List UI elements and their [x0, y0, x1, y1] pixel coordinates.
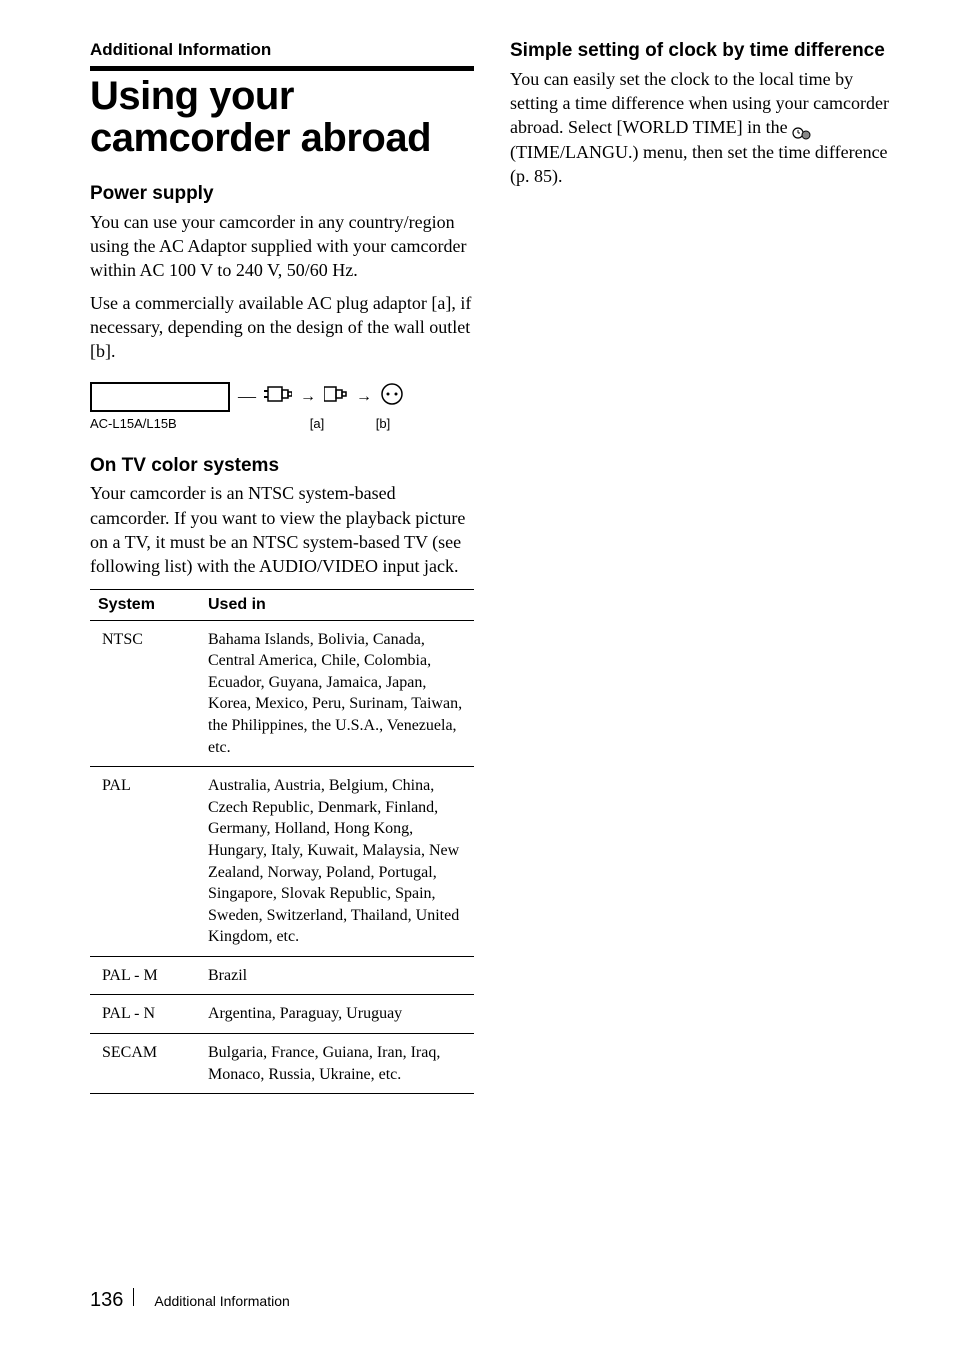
- tv-body: Your camcorder is an NTSC system-based c…: [90, 481, 474, 578]
- clock-body: You can easily set the clock to the loca…: [510, 67, 894, 188]
- label-a: [a]: [274, 416, 360, 431]
- power-supply-heading: Power supply: [90, 183, 474, 206]
- plug-a-icon: [264, 384, 292, 409]
- footer-divider: [133, 1288, 134, 1306]
- system-cell: NTSC: [90, 620, 200, 767]
- main-title: Using your camcorder abroad: [90, 75, 474, 159]
- table-row: NTSC Bahama Islands, Bolivia, Canada, Ce…: [90, 620, 474, 767]
- clock-heading: Simple setting of clock by time differen…: [510, 40, 894, 63]
- table-header-system: System: [90, 589, 200, 620]
- arrow-icon: →: [356, 388, 372, 406]
- footer-label: Additional Information: [144, 1293, 289, 1309]
- label-b: [b]: [360, 416, 406, 431]
- used-cell: Bahama Islands, Bolivia, Canada, Central…: [200, 620, 474, 767]
- table-row: PAL - M Brazil: [90, 956, 474, 995]
- adapter-diagram: — → →: [90, 382, 474, 412]
- left-column: Additional Information Using your camcor…: [90, 40, 474, 1094]
- diagram-caption: AC-L15A/L15B [a] [b]: [90, 416, 474, 431]
- outlet-icon: [380, 382, 404, 411]
- adapter-label: AC-L15A/L15B: [90, 416, 274, 431]
- adapter-box-icon: [90, 382, 230, 412]
- page-footer: 136 Additional Information: [90, 1288, 290, 1312]
- used-cell: Brazil: [200, 956, 474, 995]
- plug-b-icon: [324, 384, 348, 409]
- system-cell: PAL - M: [90, 956, 200, 995]
- table-row: PAL - N Argentina, Paraguay, Uruguay: [90, 995, 474, 1034]
- used-cell: Bulgaria, France, Guiana, Iran, Iraq, Mo…: [200, 1034, 474, 1094]
- arrow-icon: →: [300, 388, 316, 406]
- table-row: PAL Australia, Austria, Belgium, China, …: [90, 767, 474, 957]
- clock-body-pre: You can easily set the clock to the loca…: [510, 69, 889, 138]
- power-body-1: You can use your camcorder in any countr…: [90, 210, 474, 283]
- clock-globe-icon: [792, 122, 812, 136]
- section-label: Additional Information: [90, 40, 474, 60]
- right-column: Simple setting of clock by time differen…: [510, 40, 894, 1094]
- system-cell: PAL - N: [90, 995, 200, 1034]
- used-cell: Australia, Austria, Belgium, China, Czec…: [200, 767, 474, 957]
- dash-icon: —: [238, 386, 256, 407]
- used-cell: Argentina, Paraguay, Uruguay: [200, 995, 474, 1034]
- table-row: SECAM Bulgaria, France, Guiana, Iran, Ir…: [90, 1034, 474, 1094]
- system-cell: PAL: [90, 767, 200, 957]
- power-body-2: Use a commercially available AC plug ada…: [90, 291, 474, 364]
- clock-body-post: (TIME/LANGU.) menu, then set the time di…: [510, 142, 888, 186]
- table-header-used: Used in: [200, 589, 474, 620]
- tv-systems-table: System Used in NTSC Bahama Islands, Boli…: [90, 589, 474, 1095]
- system-cell: SECAM: [90, 1034, 200, 1094]
- tv-systems-heading: On TV color systems: [90, 455, 474, 478]
- page-number: 136: [90, 1289, 123, 1312]
- title-rule: [90, 66, 474, 71]
